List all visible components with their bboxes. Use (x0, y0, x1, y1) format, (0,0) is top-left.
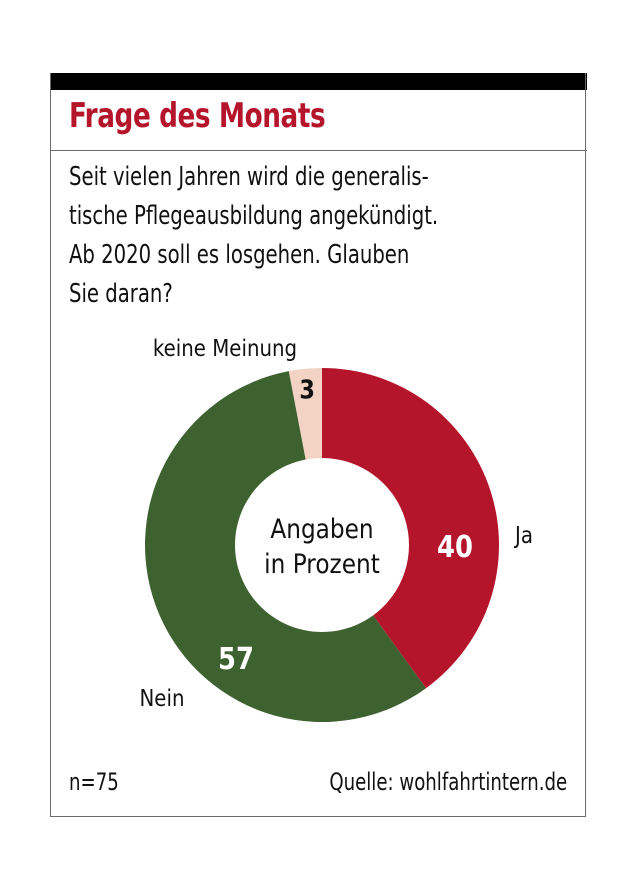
center-label-line-2: in Prozent (264, 548, 380, 579)
card-title: Frage des Monats (69, 96, 326, 136)
source-label: Quelle: wohlfahrtintern.de (329, 768, 567, 796)
category-label-ja: Ja (513, 523, 533, 550)
donut-slice-ja (322, 368, 499, 689)
donut-slice-keine-meinung (288, 368, 322, 460)
value-label-ja: 40 (437, 529, 473, 564)
category-label-nein: Nein (140, 686, 185, 713)
donut-slice-nein (144, 371, 427, 722)
card-frame (50, 73, 586, 817)
title-divider (50, 150, 587, 151)
center-label-line-1: Angaben (270, 513, 373, 544)
top-bar (50, 73, 587, 90)
question-text: Seit vielen Jahren wird die generalis- t… (69, 158, 539, 314)
value-label-keine-meinung: 3 (299, 374, 315, 405)
question-line: Sie daran? (69, 279, 173, 309)
question-line: Seit vielen Jahren wird die generalis- (69, 162, 429, 192)
question-line: tische Pflegeausbildung angekündigt. (69, 201, 439, 231)
question-line: Ab 2020 soll es losgehen. Glauben (69, 240, 410, 270)
value-label-nein: 57 (218, 641, 254, 676)
category-label-keine-meinung: keine Meinung (153, 336, 297, 363)
sample-size: n=75 (69, 768, 119, 796)
